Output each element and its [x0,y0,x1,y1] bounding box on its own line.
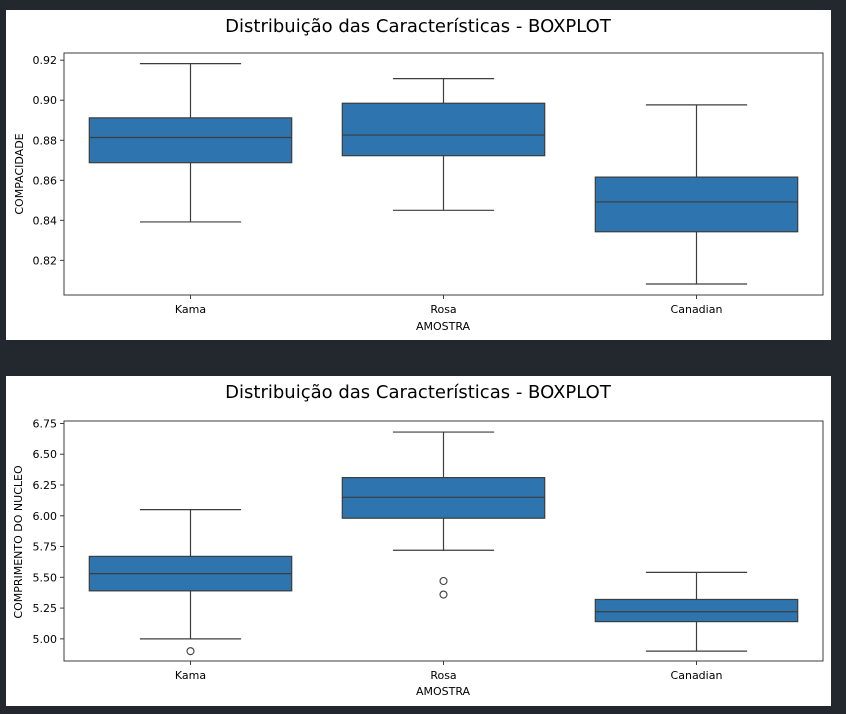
iqr-box [341,477,546,519]
box-rosa [341,78,546,211]
boxes [88,63,799,285]
chart-panel-comprimento-nucleo: Distribuição das Características - BOXPL… [6,376,831,706]
box-kama [88,63,293,223]
iqr-box [594,598,799,623]
x-tick-label: Kama [175,303,206,316]
outlier-point [439,590,448,599]
chart-panel-compacidade: Distribuição das Características - BOXPL… [6,10,831,340]
x-tick-label: Canadian [671,669,723,682]
x-tick-label: Canadian [671,303,723,316]
x-ticks: Kama Rosa Canadian [175,295,723,316]
boxes [88,431,799,656]
y-tick-label: 0.84 [33,214,58,227]
plot-frame [63,420,824,662]
outlier-point [439,576,448,586]
iqr-box [341,102,546,157]
y-tick-label: 5.00 [33,633,58,646]
boxplot-compacidade: Distribuição das Características - BOXPL… [13,16,824,333]
chart-title: Distribuição das Características - BOXPL… [225,382,612,403]
y-tick-label: 5.50 [33,571,58,584]
y-ticks: 5.00 5.25 5.50 5.75 6.00 6.25 6.50 6.75 [33,417,64,646]
y-tick-label: 6.00 [33,510,58,523]
x-tick-label: Rosa [430,669,456,682]
iqr-box [594,176,799,233]
y-tick-label: 5.75 [33,541,58,554]
y-axis-label: COMPACIDADE [13,133,26,214]
box-kama [88,509,293,656]
plot-frame [63,52,824,296]
y-tick-label: 0.88 [33,134,58,147]
chart-title: Distribuição das Características - BOXPL… [225,16,612,37]
y-tick-label: 6.25 [33,479,58,492]
x-axis-label: AMOSTRA [416,685,471,698]
x-axis-label: AMOSTRA [416,320,471,333]
boxplot-comprimento-nucleo: Distribuição das Características - BOXPL… [12,382,824,698]
panel-gap [0,340,846,376]
y-tick-label: 0.86 [33,174,58,187]
y-axis-label: COMPRIMENTO DO NUCLEO [12,465,25,619]
x-tick-label: Kama [175,669,206,682]
y-tick-label: 0.92 [33,54,58,67]
iqr-box [88,117,293,164]
outlier-point [186,647,195,656]
y-ticks: 0.82 0.84 0.86 0.88 0.90 0.92 [33,54,64,267]
box-canadian [594,571,799,652]
y-tick-label: 0.82 [33,254,58,267]
x-ticks: Kama Rosa Canadian [175,661,723,682]
box-canadian [594,104,799,285]
y-tick-label: 5.25 [33,602,58,615]
y-tick-label: 0.90 [33,94,58,107]
y-tick-label: 6.50 [33,448,58,461]
box-rosa [341,431,546,599]
y-tick-label: 6.75 [33,417,58,430]
x-tick-label: Rosa [430,303,456,316]
